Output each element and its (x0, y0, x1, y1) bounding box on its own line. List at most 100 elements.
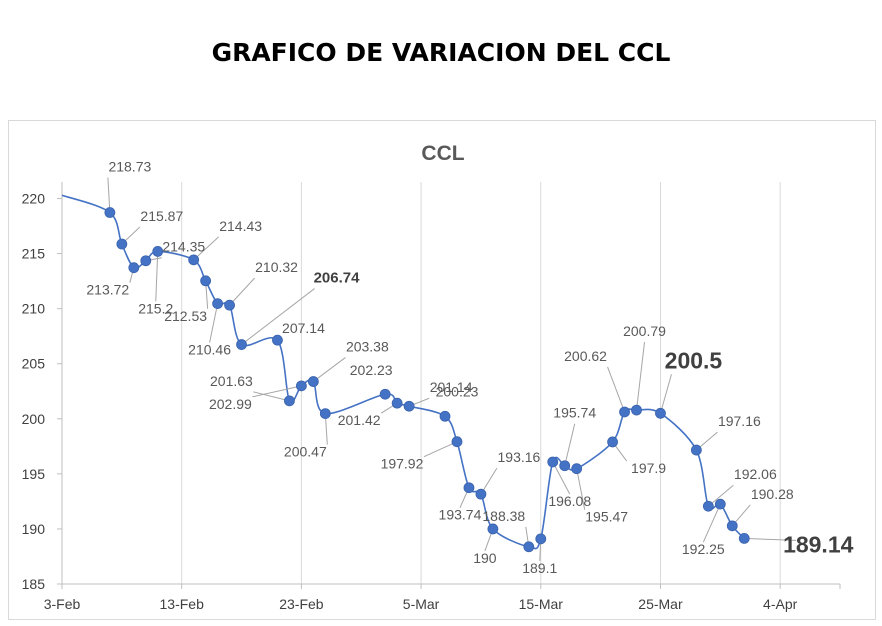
label-leader-line (423, 441, 458, 458)
data-labels: 218.73 215.87 213.72 214.35 215.2 214.43 212.5… (86, 159, 853, 576)
y-tick-label: 185 (22, 576, 46, 592)
y-axis-tick-labels: 185 190 195 200 205 210 215 220 (22, 191, 46, 592)
data-point (631, 404, 642, 416)
data-point (319, 408, 331, 420)
data-label: 215.2 (138, 300, 173, 316)
data-point (128, 262, 140, 274)
data-point (403, 400, 415, 412)
data-label: 190 (473, 550, 497, 566)
data-label: 189.1 (522, 560, 557, 576)
y-tick-label: 220 (22, 191, 46, 207)
data-point (607, 436, 618, 448)
data-point (295, 380, 307, 392)
label-leader-line (229, 277, 255, 306)
data-label: 192.25 (682, 541, 725, 557)
data-label: 188.38 (482, 508, 525, 524)
label-leader-line (193, 236, 220, 261)
data-label: 195.47 (585, 509, 628, 525)
data-point (236, 339, 247, 350)
data-label: 197.9 (631, 460, 666, 476)
data-point (116, 238, 128, 250)
data-label: 196.08 (548, 493, 591, 509)
label-leader-line (241, 288, 315, 345)
label-leader-line (107, 177, 111, 213)
data-label: 201.14 (430, 379, 473, 395)
data-points (104, 207, 750, 553)
data-point (272, 334, 283, 346)
gridlines (181, 182, 781, 584)
chart-frame (8, 120, 876, 620)
data-point (475, 488, 487, 500)
page-title: GRAFICO DE VARIACION DEL CCL (211, 38, 671, 67)
data-point (140, 255, 152, 267)
label-leader-line (252, 385, 302, 398)
data-label: 202.23 (350, 362, 393, 378)
data-point (391, 397, 403, 409)
data-point (463, 482, 475, 494)
label-leader-line (313, 357, 346, 382)
x-tick-label: 25-Mar (638, 596, 683, 612)
data-point (307, 376, 319, 387)
x-tick-label: 13-Feb (160, 596, 205, 612)
data-label: 218.73 (108, 159, 151, 175)
label-leader-line (576, 468, 586, 510)
data-point (559, 460, 571, 472)
x-tick-label: 4-Apr (763, 596, 798, 612)
label-leader-line (659, 374, 672, 414)
data-label: 190.28 (751, 486, 794, 502)
label-leader-line (552, 461, 571, 495)
data-point (523, 541, 535, 553)
data-point (379, 388, 391, 400)
data-point (104, 207, 116, 218)
x-tick-label: 3-Feb (44, 596, 81, 612)
data-label: 203.38 (346, 339, 389, 355)
data-point (188, 254, 200, 266)
label-leader-line (209, 303, 219, 343)
data-point (690, 444, 702, 456)
data-label: 197.16 (718, 413, 761, 429)
data-point (655, 407, 666, 419)
data-point (738, 533, 750, 544)
data-point (535, 533, 547, 545)
data-point (619, 406, 630, 418)
data-point (152, 245, 164, 257)
data-label: 200.62 (564, 348, 607, 364)
data-label: 200.79 (623, 323, 666, 339)
y-tick-label: 195 (22, 466, 46, 482)
data-label: 215.87 (140, 208, 183, 224)
data-point (224, 299, 235, 311)
data-point (702, 500, 714, 512)
x-tick-label: 5-Mar (403, 596, 440, 612)
data-point (487, 523, 499, 535)
data-label: 210.32 (255, 259, 298, 275)
axes (57, 182, 841, 589)
data-label: 212.53 (164, 308, 207, 324)
y-tick-label: 215 (22, 246, 46, 262)
label-leader-line (708, 484, 734, 507)
y-tick-label: 190 (22, 521, 46, 537)
data-label: 201.63 (210, 373, 253, 389)
label-leader-line (253, 391, 290, 402)
data-label: 200.23 (436, 383, 479, 399)
data-label: 207.14 (282, 320, 325, 336)
data-point (714, 498, 726, 510)
chart-title: CCL (421, 142, 464, 165)
y-tick-label: 205 (22, 356, 46, 372)
data-point (451, 436, 463, 448)
label-leader-line (607, 366, 626, 413)
x-tick-label: 15-Mar (519, 596, 564, 612)
data-label: 206.74 (314, 270, 361, 287)
x-tick-label: 23-Feb (279, 596, 324, 612)
data-label: 200.47 (284, 444, 327, 460)
data-point (212, 298, 224, 309)
label-leader-line (636, 342, 646, 411)
x-axis-tick-labels: 3-Feb 13-Feb 23-Feb 5-Mar 15-Mar 25-Mar 4-Apr (44, 596, 798, 612)
data-label: 201.42 (338, 412, 381, 428)
data-point (439, 410, 451, 422)
data-point (200, 275, 212, 287)
y-tick-label: 210 (22, 301, 46, 317)
data-label: 192.06 (734, 466, 777, 482)
data-point (547, 456, 559, 468)
data-label: 193.16 (498, 449, 541, 465)
